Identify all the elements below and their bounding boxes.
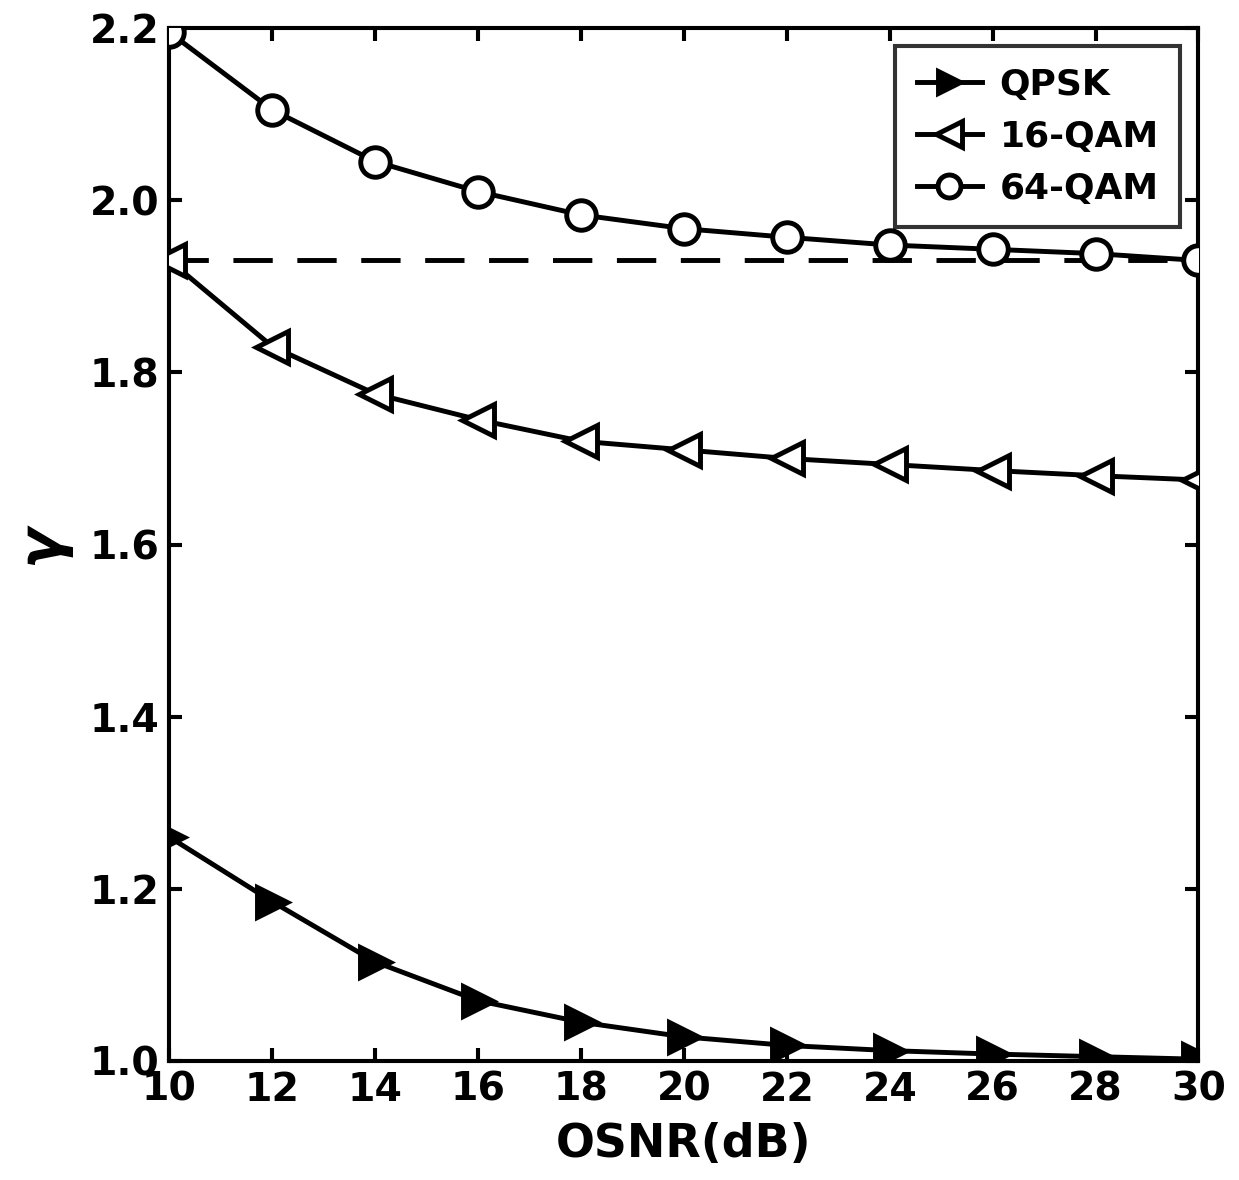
Line: QPSK: QPSK <box>155 822 1213 1074</box>
Line: 64-QAM: 64-QAM <box>155 18 1213 275</box>
QPSK <box>368 955 383 969</box>
QPSK <box>779 1038 794 1053</box>
QPSK <box>1191 1053 1206 1067</box>
QPSK <box>471 994 486 1008</box>
64-QAM <box>265 103 280 117</box>
16-QAM <box>882 458 897 472</box>
64-QAM <box>985 242 1000 256</box>
QPSK <box>882 1043 897 1057</box>
16-QAM <box>265 340 280 354</box>
QPSK <box>1088 1049 1103 1063</box>
64-QAM <box>676 222 691 236</box>
16-QAM <box>1088 468 1103 483</box>
64-QAM <box>368 155 383 169</box>
QPSK <box>265 894 280 909</box>
X-axis label: OSNR(dB): OSNR(dB) <box>556 1122 812 1167</box>
16-QAM <box>162 254 177 268</box>
Line: 16-QAM: 16-QAM <box>154 244 1215 497</box>
16-QAM <box>1191 473 1206 487</box>
QPSK <box>676 1030 691 1044</box>
16-QAM <box>779 452 794 466</box>
64-QAM <box>1088 247 1103 261</box>
16-QAM <box>676 442 691 457</box>
16-QAM <box>574 434 589 448</box>
64-QAM <box>162 25 177 39</box>
QPSK <box>574 1015 589 1029</box>
64-QAM <box>882 238 897 253</box>
64-QAM <box>779 230 794 244</box>
Y-axis label: γ: γ <box>14 524 71 565</box>
64-QAM <box>471 184 486 198</box>
16-QAM <box>985 464 1000 478</box>
16-QAM <box>368 387 383 401</box>
QPSK <box>985 1047 1000 1061</box>
16-QAM <box>471 413 486 427</box>
64-QAM <box>1191 254 1206 268</box>
64-QAM <box>574 208 589 222</box>
QPSK <box>162 830 177 844</box>
Legend: QPSK, 16-QAM, 64-QAM: QPSK, 16-QAM, 64-QAM <box>895 46 1181 228</box>
